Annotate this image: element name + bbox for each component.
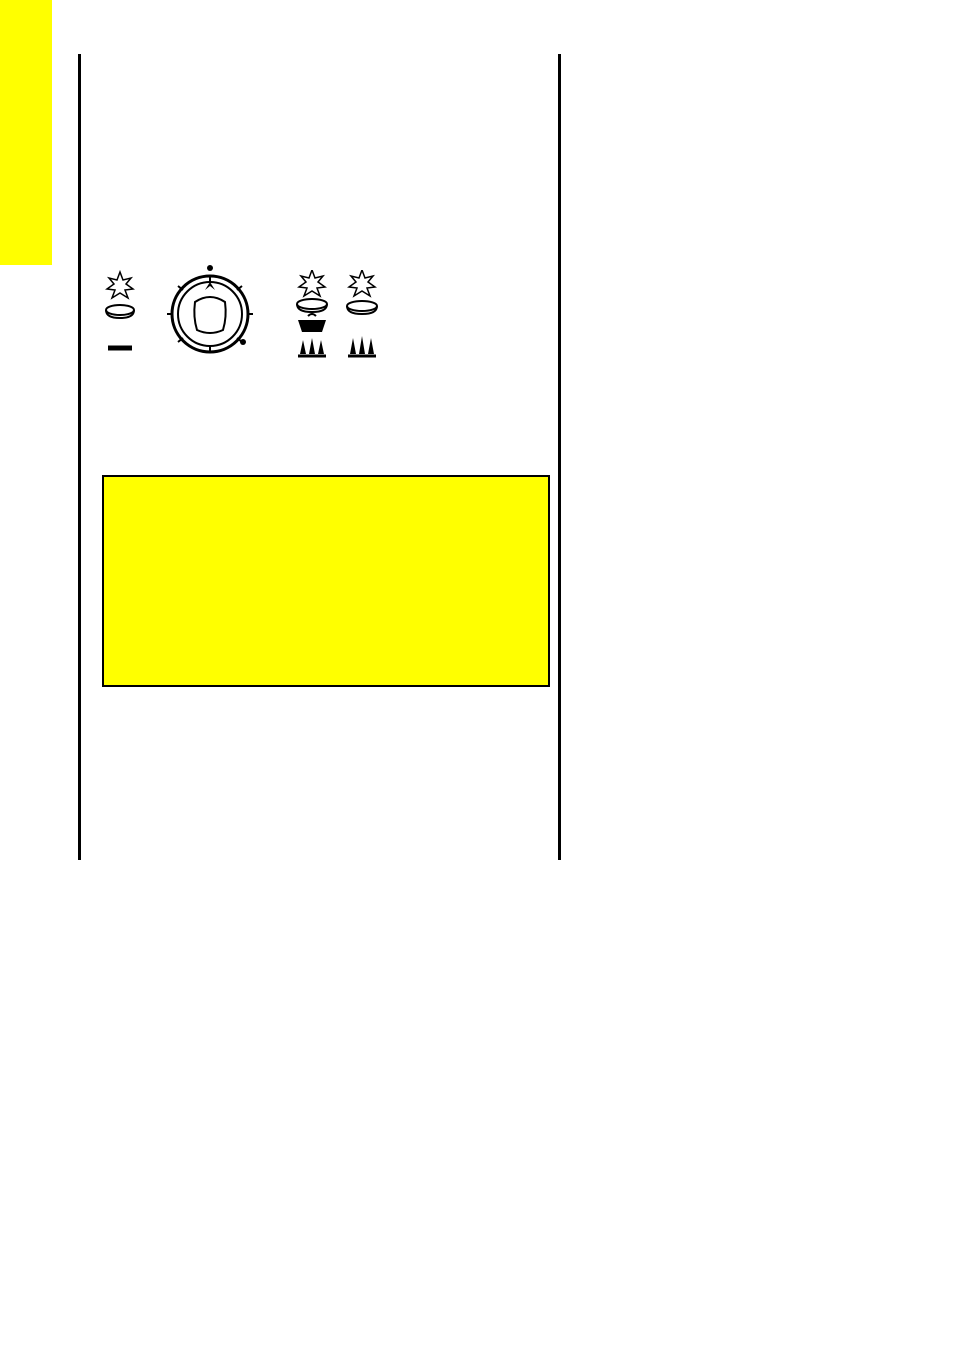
burner-off-icon: [100, 270, 140, 365]
burner-low-flame-icon: [340, 270, 384, 365]
control-icons-row: [100, 270, 400, 360]
control-knob-icon: [165, 262, 255, 367]
side-tab: [0, 0, 52, 265]
column-right-rule: [558, 54, 561, 860]
burner-high-flame-icon: [290, 270, 334, 365]
warning-box: [102, 475, 550, 687]
column-left-rule: [78, 54, 81, 860]
